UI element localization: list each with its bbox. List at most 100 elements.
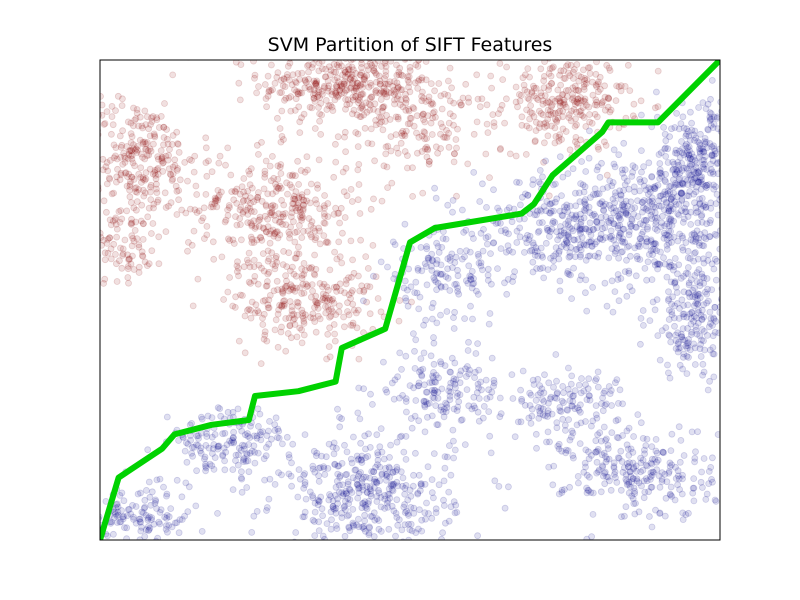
class-a-point bbox=[377, 113, 385, 121]
class-b-point bbox=[451, 308, 459, 316]
class-a-point bbox=[335, 308, 343, 316]
class-a-point bbox=[542, 119, 549, 127]
class-b-point bbox=[628, 205, 636, 212]
class-a-point bbox=[125, 279, 132, 287]
class-a-point bbox=[370, 66, 377, 74]
class-a-point bbox=[418, 112, 426, 119]
class-a-point bbox=[364, 139, 372, 147]
class-b-point bbox=[183, 458, 191, 466]
class-b-point bbox=[614, 454, 622, 462]
class-a-point bbox=[265, 88, 273, 96]
class-b-point bbox=[215, 549, 221, 555]
class-a-point bbox=[334, 209, 342, 217]
class-b-point bbox=[685, 509, 692, 517]
class-b-point bbox=[450, 454, 458, 462]
class-b-point bbox=[692, 448, 699, 456]
class-b-point bbox=[688, 181, 696, 189]
class-a-point bbox=[303, 153, 311, 161]
class-b-point bbox=[401, 220, 409, 228]
class-b-point bbox=[616, 206, 624, 214]
class-a-point bbox=[345, 274, 352, 282]
class-a-point bbox=[402, 99, 410, 107]
class-a-point bbox=[130, 266, 138, 273]
class-b-point bbox=[610, 459, 618, 467]
class-a-point bbox=[273, 277, 281, 285]
class-a-point bbox=[107, 245, 115, 253]
class-b-point bbox=[611, 288, 619, 296]
class-b-point bbox=[642, 242, 650, 250]
class-a-point bbox=[654, 67, 662, 75]
class-b-point bbox=[353, 545, 359, 551]
class-a-point bbox=[284, 190, 291, 198]
class-b-point bbox=[630, 433, 637, 440]
class-a-point bbox=[311, 236, 319, 244]
class-a-point bbox=[356, 82, 364, 89]
class-a-point bbox=[277, 170, 285, 177]
class-b-point bbox=[600, 472, 607, 480]
class-b-point bbox=[582, 463, 589, 471]
class-b-point bbox=[709, 124, 717, 131]
class-a-point bbox=[276, 125, 284, 132]
class-a-point bbox=[383, 93, 391, 101]
class-b-point bbox=[325, 440, 333, 448]
class-a-point bbox=[517, 92, 525, 99]
class-a-point bbox=[75, 245, 81, 251]
class-b-point bbox=[465, 262, 473, 270]
class-b-point bbox=[566, 436, 574, 444]
class-b-point bbox=[502, 229, 510, 237]
class-b-point bbox=[110, 530, 117, 538]
class-a-point bbox=[119, 160, 127, 168]
class-a-point bbox=[325, 82, 333, 90]
class-a-point bbox=[305, 264, 313, 272]
class-a-point bbox=[202, 190, 210, 198]
class-a-point bbox=[331, 248, 339, 256]
class-a-point bbox=[70, 184, 76, 190]
class-a-point bbox=[490, 119, 498, 126]
class-a-point bbox=[264, 190, 272, 198]
class-a-point bbox=[402, 52, 408, 58]
class-a-point bbox=[586, 70, 594, 77]
class-b-point bbox=[695, 290, 703, 298]
class-b-point bbox=[648, 173, 656, 181]
class-a-point bbox=[654, 103, 662, 110]
class-a-point bbox=[266, 162, 274, 170]
class-b-point bbox=[330, 450, 338, 458]
class-a-point bbox=[88, 214, 94, 220]
class-b-point bbox=[487, 250, 494, 258]
class-b-point bbox=[643, 204, 651, 212]
class-a-point bbox=[425, 93, 433, 101]
class-b-point bbox=[636, 243, 643, 251]
class-a-point bbox=[577, 73, 585, 81]
class-b-point bbox=[423, 499, 430, 507]
class-b-point bbox=[680, 452, 688, 459]
class-a-point bbox=[573, 61, 581, 68]
class-a-point bbox=[298, 89, 306, 97]
class-a-point bbox=[541, 123, 549, 131]
class-b-point bbox=[286, 546, 292, 552]
class-a-point bbox=[564, 61, 572, 69]
class-a-point bbox=[356, 97, 364, 104]
class-a-point bbox=[357, 104, 365, 112]
class-b-point bbox=[646, 513, 653, 520]
class-a-point bbox=[366, 52, 372, 58]
class-a-point bbox=[222, 161, 229, 169]
class-b-point bbox=[634, 197, 641, 205]
class-a-point bbox=[157, 147, 165, 155]
class-b-point bbox=[357, 439, 365, 447]
class-b-point bbox=[628, 222, 635, 230]
class-a-point bbox=[260, 335, 268, 343]
class-a-point bbox=[341, 69, 349, 76]
class-a-point bbox=[278, 196, 286, 204]
class-a-point bbox=[621, 83, 629, 90]
class-b-point bbox=[684, 339, 692, 347]
class-a-point bbox=[305, 75, 313, 83]
class-a-point bbox=[86, 166, 92, 172]
class-a-point bbox=[340, 89, 348, 97]
class-b-point bbox=[495, 207, 503, 215]
class-a-point bbox=[312, 80, 320, 88]
class-a-point bbox=[377, 308, 385, 316]
class-b-point bbox=[377, 503, 385, 511]
class-a-point bbox=[431, 113, 439, 121]
class-a-point bbox=[327, 101, 334, 109]
class-a-point bbox=[83, 166, 89, 172]
